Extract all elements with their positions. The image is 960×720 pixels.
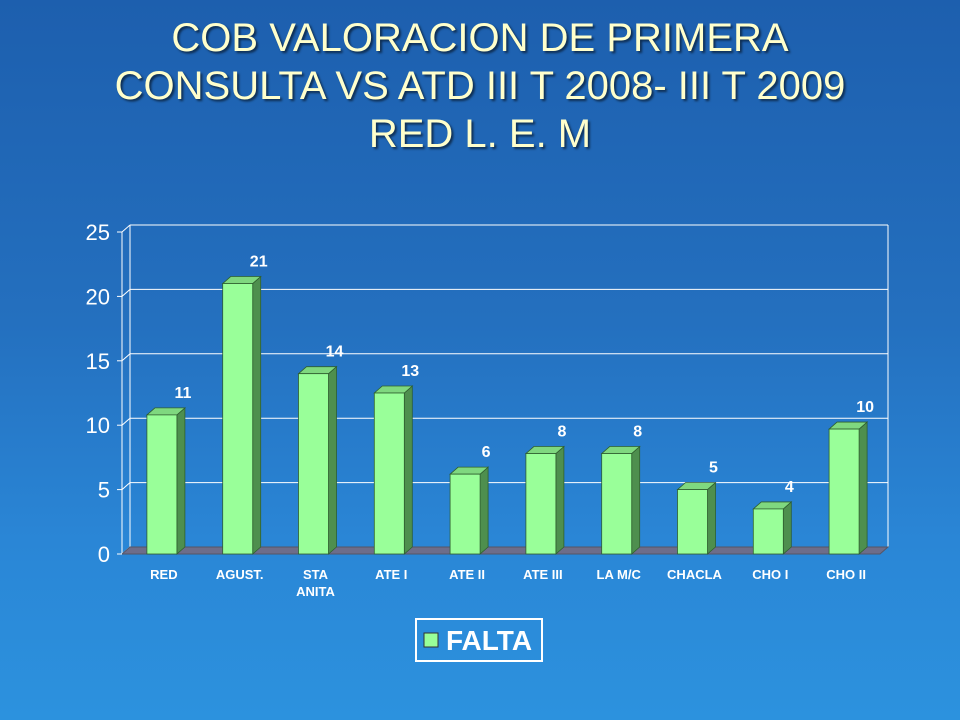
- y-tick-label: 20: [86, 284, 110, 309]
- slide-title: COB VALORACION DE PRIMERA CONSULTA VS AT…: [20, 14, 940, 158]
- x-tick-label: LA M/C: [597, 567, 642, 582]
- legend-swatch: [423, 632, 439, 648]
- y-tick-label: 5: [98, 478, 110, 503]
- data-label: 8: [633, 424, 642, 441]
- y-tick-label: 15: [86, 349, 110, 374]
- bar-front: [298, 373, 329, 555]
- x-tick-label: CHO II: [826, 567, 866, 582]
- x-tick-label: ATE III: [523, 567, 562, 582]
- title-line-1: COB VALORACION DE PRIMERA: [171, 16, 789, 60]
- x-tick-label: CHACLA: [667, 567, 722, 582]
- bar: [524, 445, 565, 555]
- bar: [449, 466, 490, 555]
- x-tick-label: ATE II: [449, 567, 485, 582]
- data-label: 10: [856, 399, 874, 416]
- x-tick-label: ATE I: [375, 567, 407, 582]
- bar: [373, 385, 414, 555]
- data-label: 21: [250, 254, 268, 271]
- data-label: 6: [482, 444, 491, 461]
- bar-front: [828, 428, 860, 555]
- x-tick-label: AGUST.: [216, 567, 264, 582]
- bar-side: [328, 365, 337, 555]
- legend-box: [415, 618, 543, 662]
- bars: [145, 275, 869, 555]
- gridline-wall-diagonal: [121, 353, 131, 362]
- bar: [752, 501, 793, 555]
- bar-front: [601, 453, 633, 555]
- y-tick-label: 25: [86, 220, 110, 245]
- legend: FALTA: [415, 618, 543, 662]
- bar-side: [403, 385, 413, 555]
- bar: [676, 481, 717, 555]
- bar: [828, 421, 869, 555]
- gridline-wall-diagonal: [121, 482, 131, 490]
- bar-side: [252, 275, 262, 555]
- bar: [600, 445, 641, 555]
- bar-front: [373, 392, 405, 555]
- gridline-wall-diagonal: [121, 289, 131, 297]
- data-label: 11: [174, 385, 191, 402]
- bar-side: [707, 481, 716, 555]
- legend-label: FALTA: [446, 625, 532, 656]
- bar-front: [677, 489, 708, 555]
- bar: [297, 365, 338, 555]
- bar-side: [176, 407, 186, 555]
- x-tick-label: STA ANITA: [296, 567, 335, 599]
- x-tick-label: CHO I: [752, 567, 788, 582]
- bar-front: [222, 283, 254, 555]
- data-label: 4: [785, 479, 794, 496]
- bar: [221, 275, 262, 555]
- x-tick-label: RED: [150, 567, 177, 582]
- bar-side: [555, 445, 565, 555]
- bar-side: [479, 466, 489, 555]
- y-tick-label: 10: [86, 413, 110, 438]
- data-label: 8: [557, 424, 566, 441]
- gridline-wall-diagonal: [121, 224, 131, 233]
- data-label: 14: [326, 344, 344, 361]
- bar-side: [782, 501, 792, 555]
- bar-front: [146, 414, 178, 555]
- y-tick-label: 0: [98, 542, 110, 567]
- title-line-3: RED L. E. M: [368, 112, 592, 156]
- bar-side: [631, 445, 641, 555]
- bar-front: [525, 453, 557, 555]
- title-line-2: CONSULTA VS ATD III T 2008- III T 2009: [114, 64, 846, 108]
- bar-front: [752, 508, 784, 555]
- bar-side: [858, 421, 868, 555]
- data-label: 13: [401, 363, 419, 380]
- data-label: 5: [709, 460, 718, 477]
- gridline-wall-diagonal: [121, 417, 131, 426]
- bar-front: [449, 473, 481, 555]
- bar: [145, 407, 186, 555]
- y-axis-ticks: 0 5 10 15 20 25: [86, 220, 122, 567]
- data-labels: 11 21 14 13 6 8 8 5 4 10: [174, 254, 874, 496]
- x-axis-ticks: RED AGUST. STA ANITA ATE I ATE II ATE III LA M/…: [150, 567, 866, 599]
